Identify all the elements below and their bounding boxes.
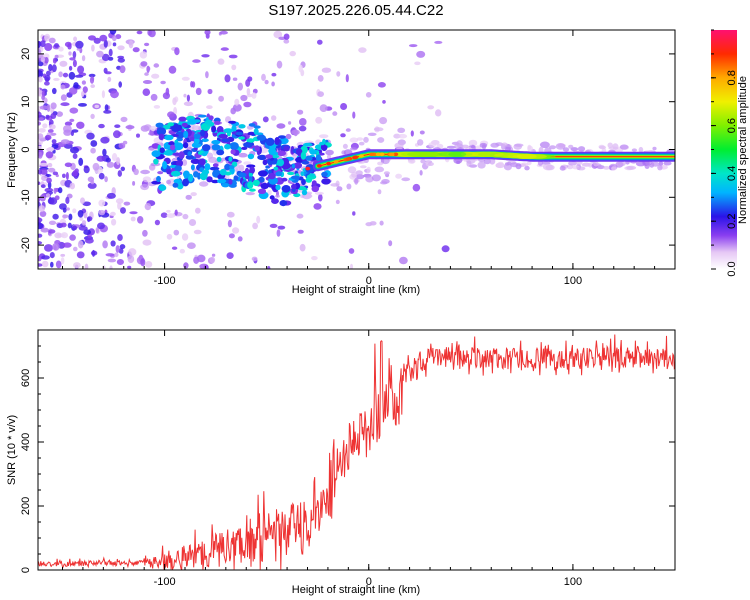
top-ylabel: Frequency (Hz)	[6, 112, 18, 188]
top-ytick-label: 0	[20, 146, 32, 152]
top-ytick-label: -10	[20, 189, 32, 205]
top-xtick-label: 100	[564, 275, 582, 287]
top-ytick-label: -20	[20, 237, 32, 253]
snr-panel: -100 0 100 0 200 400 600 Height of straight li…	[6, 329, 676, 596]
colorbar: 0.0 0.2 0.4 0.6 0.8 Normalized spectral ampl…	[711, 29, 749, 277]
top-xtick-label: 0	[366, 275, 372, 287]
colorbar-label: Normalized spectral amplitude	[737, 76, 749, 224]
bottom-xtick-label: 0	[366, 576, 372, 588]
colorbar-tick-label: 0.2	[726, 214, 738, 229]
top-ytick-label: 10	[20, 96, 32, 108]
colorbar-ticks: 0.0 0.2 0.4 0.6 0.8	[711, 29, 738, 277]
colorbar-tick-label: 0.6	[726, 118, 738, 133]
bottom-ytick-label: 0	[20, 567, 32, 573]
colorbar-tick-label: 0.4	[726, 166, 738, 181]
bottom-ytick-label: 400	[20, 433, 32, 451]
top-xlabel: Height of straight line (km)	[292, 284, 420, 296]
bottom-ytick-label: 200	[20, 497, 32, 515]
top-ytick-label: 20	[20, 48, 32, 60]
bottom-ylabel: SNR (10 * v/v)	[6, 415, 18, 485]
bottom-xtick-label: 100	[564, 576, 582, 588]
bottom-ytick-label: 600	[20, 369, 32, 387]
spectrogram-image	[38, 30, 675, 269]
bottom-xlabel: Height of straight line (km)	[292, 584, 420, 596]
snr-series-line	[38, 334, 675, 570]
top-xtick-label: -100	[154, 275, 176, 287]
bottom-axis-ticks: -100 0 100 0 200 400 600	[20, 329, 676, 588]
colorbar-gradient	[711, 30, 737, 269]
colorbar-tick-label: 0.0	[726, 261, 738, 276]
bottom-xtick-label: -100	[154, 576, 176, 588]
chart-title: S197.2025.226.05.44.C22	[268, 2, 443, 19]
colorbar-tick-label: 0.8	[726, 70, 738, 85]
